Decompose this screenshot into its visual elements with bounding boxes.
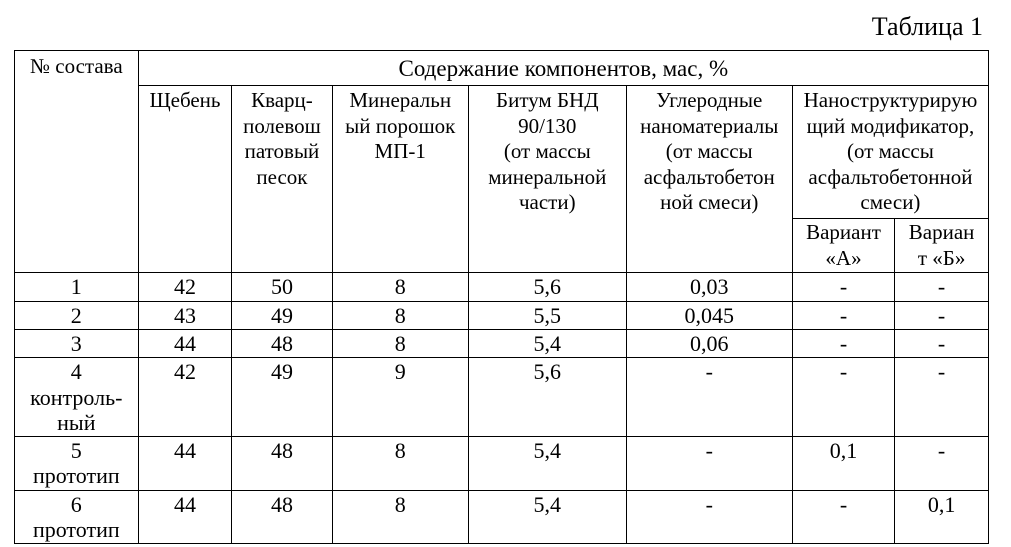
col-header-variant-b: Вариан т «Б»	[895, 219, 989, 273]
cell: 8	[332, 490, 468, 544]
cell: 42	[138, 358, 232, 437]
table-row: 6 прототип 44 48 8 5,4 - - 0,1	[15, 490, 989, 544]
cell: 0,1	[792, 437, 894, 491]
cell: 0,045	[626, 301, 792, 329]
cell: 9	[332, 358, 468, 437]
cell: 5,4	[468, 490, 626, 544]
table-row: 2 43 49 8 5,5 0,045 - -	[15, 301, 989, 329]
cell: 5,4	[468, 437, 626, 491]
cell: 0,03	[626, 273, 792, 301]
cell: 0,1	[895, 490, 989, 544]
cell: 5,4	[468, 329, 626, 357]
cell: 48	[232, 437, 332, 491]
cell: 43	[138, 301, 232, 329]
col-header-rubble: Щебень	[138, 86, 232, 273]
cell: 0,06	[626, 329, 792, 357]
cell: 44	[138, 437, 232, 491]
row-label: 3	[15, 329, 139, 357]
table-row: 1 42 50 8 5,6 0,03 - -	[15, 273, 989, 301]
cell: -	[895, 329, 989, 357]
cell: 50	[232, 273, 332, 301]
cell: -	[895, 301, 989, 329]
cell: 44	[138, 490, 232, 544]
table-row: 5 прототип 44 48 8 5,4 - 0,1 -	[15, 437, 989, 491]
col-header-variant-a: Вариант «А»	[792, 219, 894, 273]
table-row: 4 контроль- ный 42 49 9 5,6 - - -	[15, 358, 989, 437]
cell: -	[895, 273, 989, 301]
cell: -	[792, 329, 894, 357]
cell: -	[895, 437, 989, 491]
cell: 49	[232, 358, 332, 437]
row-label: 5 прототип	[15, 437, 139, 491]
col-header-nano-modifier: Наноструктурирую щий модификатор, (от ма…	[792, 86, 988, 219]
cell: 8	[332, 329, 468, 357]
cell: 5,5	[468, 301, 626, 329]
table-row: 3 44 48 8 5,4 0,06 - -	[15, 329, 989, 357]
cell: -	[792, 358, 894, 437]
col-header-carbon-nano: Углеродные наноматериалы (от массы асфал…	[626, 86, 792, 273]
row-label: 6 прототип	[15, 490, 139, 544]
col-header-sand: Кварц- полевош патовый песок	[232, 86, 332, 273]
cell: 49	[232, 301, 332, 329]
cell: 48	[232, 490, 332, 544]
row-label: 4 контроль- ный	[15, 358, 139, 437]
cell: 8	[332, 273, 468, 301]
col-header-mineral-powder: Минеральн ый порошок МП-1	[332, 86, 468, 273]
cell: 44	[138, 329, 232, 357]
cell: -	[792, 273, 894, 301]
cell: -	[792, 490, 894, 544]
cell: 5,6	[468, 358, 626, 437]
table-caption: Таблица 1	[14, 12, 989, 42]
row-label: 1	[15, 273, 139, 301]
cell: 5,6	[468, 273, 626, 301]
cell: -	[895, 358, 989, 437]
col-header-group: Содержание компонентов, мас, %	[138, 51, 988, 86]
cell: 42	[138, 273, 232, 301]
cell: -	[626, 437, 792, 491]
cell: 48	[232, 329, 332, 357]
cell: -	[792, 301, 894, 329]
cell: -	[626, 358, 792, 437]
row-label: 2	[15, 301, 139, 329]
col-header-bitumen: Битум БНД 90/130 (от массы минеральной ч…	[468, 86, 626, 273]
composition-table: № состава Содержание компонентов, мас, %…	[14, 50, 989, 544]
cell: 8	[332, 437, 468, 491]
cell: 8	[332, 301, 468, 329]
col-header-comp-no: № состава	[15, 51, 139, 273]
cell: -	[626, 490, 792, 544]
